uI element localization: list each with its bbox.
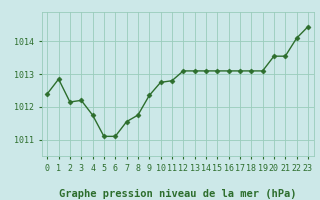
X-axis label: Graphe pression niveau de la mer (hPa): Graphe pression niveau de la mer (hPa) xyxy=(59,189,296,199)
